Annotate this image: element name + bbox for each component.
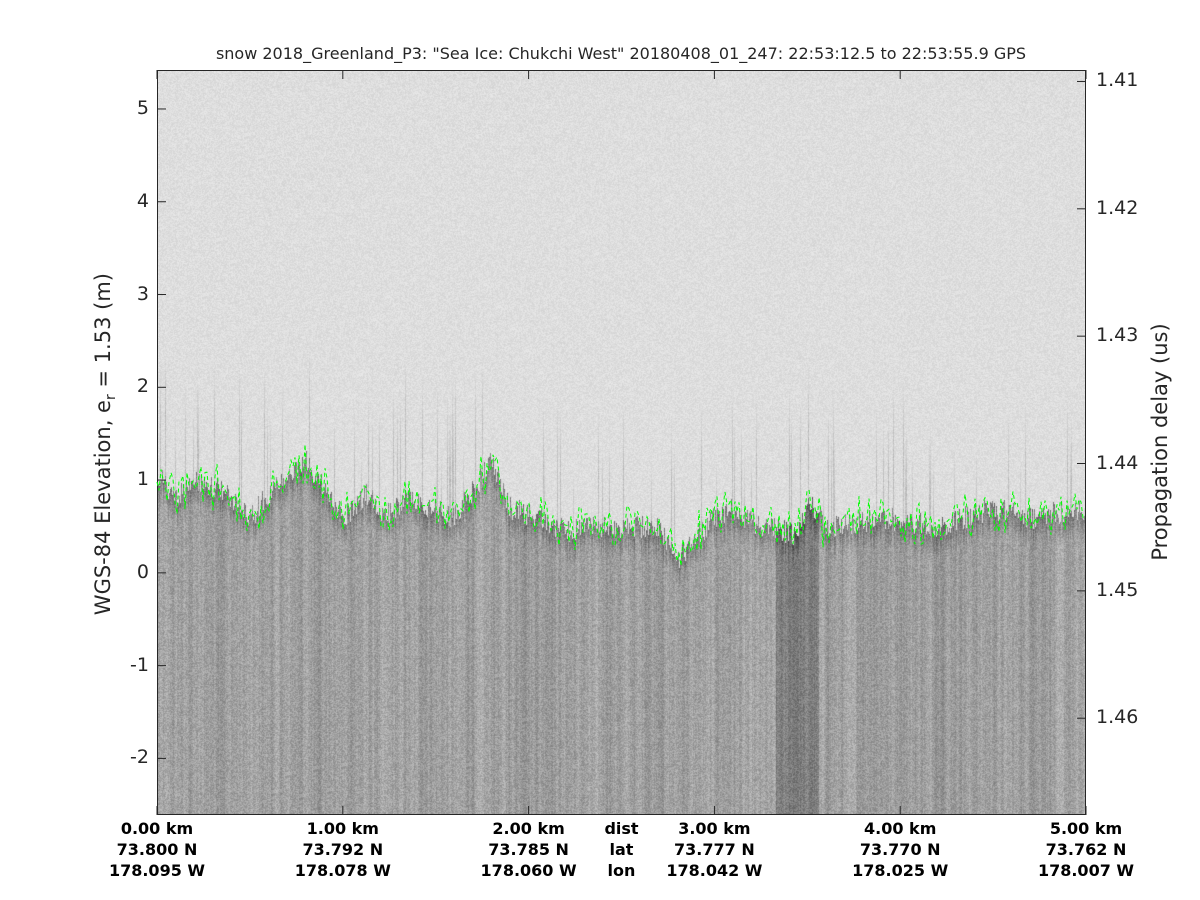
x-tick-dist: 1.00 km — [306, 819, 379, 838]
left-tick-label: 0 — [136, 560, 149, 583]
x-tick-lat: 73.777 N — [674, 840, 755, 859]
x-tick-lon: 178.042 W — [666, 861, 763, 880]
x-tick-label: 0.00 km 73.800 N 178.095 W — [109, 818, 205, 881]
left-tick-label: 4 — [136, 189, 149, 212]
x-tick-lat: 73.770 N — [859, 840, 941, 859]
plot-area — [156, 70, 1087, 815]
x-tick-lon: 178.060 W — [480, 861, 577, 880]
x-tick-lon: 178.078 W — [294, 861, 391, 880]
x-tick-label: 4.00 km 73.770 N 178.025 W — [852, 818, 948, 881]
left-y-axis-label: WGS-84 Elevation, er = 1.53 (m) — [91, 264, 119, 624]
right-y-axis-label: Propagation delay (us) — [1148, 323, 1172, 561]
x-row-label: dist — [604, 819, 639, 838]
right-tick-label: 1.41 — [1096, 69, 1139, 92]
x-tick-label: 2.00 km 73.785 N 178.060 W — [481, 818, 577, 881]
right-tick-label: 1.42 — [1096, 196, 1139, 219]
x-tick-lat: 73.762 N — [1045, 840, 1127, 859]
left-tick-label: -1 — [130, 653, 149, 676]
echogram-image — [157, 70, 1086, 815]
left-tick-label: 5 — [136, 96, 149, 119]
ylabel-main: WGS-84 Elevation, e — [90, 400, 115, 616]
chart-title: snow 2018_Greenland_P3: "Sea Ice: Chukch… — [215, 44, 1027, 63]
x-tick-lat: 73.785 N — [488, 840, 569, 859]
x-tick-dist: 5.00 km — [1049, 819, 1123, 838]
x-row-label: lon — [607, 861, 636, 880]
x-tick-lat: 73.792 N — [302, 840, 384, 859]
left-tick-label: 2 — [136, 375, 149, 398]
x-tick-label: 3.00 km 73.777 N 178.042 W — [666, 818, 762, 881]
x-row-label: lat — [609, 840, 634, 859]
ylabel-sub: r — [103, 394, 120, 401]
left-tick-label: 1 — [136, 468, 149, 491]
right-tick-label: 1.46 — [1096, 706, 1139, 729]
ylabel-tail: = 1.53 (m) — [90, 273, 115, 395]
left-tick-label: -2 — [130, 746, 149, 769]
x-tick-dist: 0.00 km — [120, 819, 194, 838]
x-row-labels: dist lat lon — [604, 818, 638, 881]
x-tick-label: 1.00 km 73.792 N 178.078 W — [295, 818, 391, 881]
plot-overlay — [156, 70, 1087, 815]
x-tick-lon: 178.095 W — [108, 861, 206, 880]
right-tick-label: 1.44 — [1096, 451, 1139, 474]
x-tick-lon: 178.025 W — [852, 861, 949, 880]
x-tick-dist: 3.00 km — [678, 819, 751, 838]
left-tick-label: 3 — [136, 282, 149, 305]
x-tick-label: 5.00 km 73.762 N 178.007 W — [1038, 818, 1134, 881]
right-tick-label: 1.43 — [1096, 324, 1139, 347]
x-tick-lon: 178.007 W — [1037, 861, 1135, 880]
x-tick-lat: 73.800 N — [116, 840, 198, 859]
surface-pick-line — [156, 444, 1086, 566]
x-tick-dist: 2.00 km — [492, 819, 565, 838]
x-tick-dist: 4.00 km — [864, 819, 937, 838]
plot-frame — [157, 70, 1086, 815]
right-tick-label: 1.45 — [1096, 578, 1139, 601]
